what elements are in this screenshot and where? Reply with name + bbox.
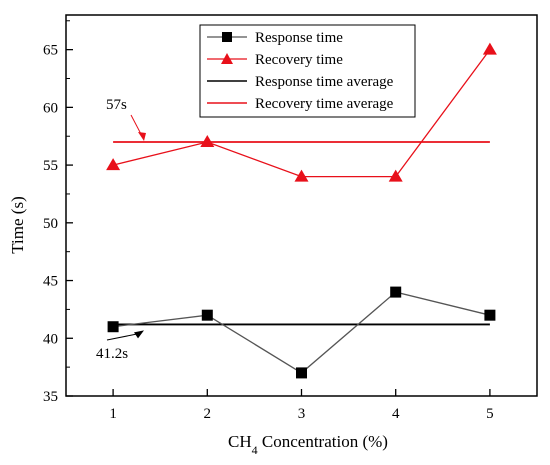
series-markers <box>106 42 497 379</box>
y-tick-label: 55 <box>43 158 58 174</box>
recovery-time-point <box>482 42 497 55</box>
legend-marker-recovery-time <box>221 53 233 64</box>
legend-entry-response-time: Response time <box>207 30 343 46</box>
response-time-point <box>390 286 402 298</box>
y-tick-label: 50 <box>43 216 58 232</box>
annotations: 57s 41.2s <box>96 97 146 362</box>
recovery-time-point <box>200 135 215 147</box>
response-time-point <box>296 367 307 379</box>
x-tick-label: 2 <box>204 406 212 422</box>
x-axis-title-rest: Concentration (%) <box>258 432 388 451</box>
x-tick-label: 4 <box>392 406 400 422</box>
response-time-point <box>484 309 496 321</box>
y-tick-label: 45 <box>43 274 58 290</box>
legend-label-recovery-average: Recovery time average <box>255 96 394 112</box>
x-axis-title: CH4 Concentration (%) <box>228 432 388 457</box>
annotation-response-arrow <box>106 332 141 341</box>
recovery-time-point <box>106 158 121 171</box>
legend-entry-recovery-average: Recovery time average <box>207 96 394 112</box>
response-time-line <box>113 291 491 374</box>
annotation-response-arrowhead <box>134 330 144 339</box>
plot-frame <box>65 14 538 397</box>
x-axis-title-subscript: 4 <box>252 443 258 457</box>
x-axis-title-main: CH <box>228 432 252 451</box>
x-tick-label: 1 <box>109 406 117 422</box>
legend-marker-response-time <box>222 32 232 42</box>
legend: Response time Recovery time Response tim… <box>199 24 416 118</box>
y-axis-title: Time (s) <box>8 196 27 253</box>
legend-label-response-time: Response time <box>255 30 343 46</box>
recovery-time-point <box>294 169 309 182</box>
annotation-response-average: 41.2s <box>96 346 128 362</box>
legend-entry-response-average: Response time average <box>207 74 394 90</box>
legend-box <box>199 24 416 118</box>
x-tick-label: 5 <box>486 406 494 422</box>
x-tick-label: 3 <box>298 406 306 422</box>
y-tick-label: 35 <box>43 389 58 405</box>
legend-entry-recovery-time: Recovery time <box>207 52 343 68</box>
y-tick-label: 65 <box>43 43 58 59</box>
annotation-recovery-average: 57s <box>106 97 127 113</box>
recovery-time-point <box>388 169 403 182</box>
legend-label-recovery-time: Recovery time <box>255 52 343 68</box>
legend-label-response-average: Response time average <box>255 74 394 90</box>
y-tick-label: 40 <box>43 331 58 347</box>
response-time-point <box>107 321 119 333</box>
annotation-recovery-arrowhead <box>138 132 146 141</box>
response-time-point <box>201 309 213 321</box>
y-tick-label: 60 <box>43 100 58 116</box>
